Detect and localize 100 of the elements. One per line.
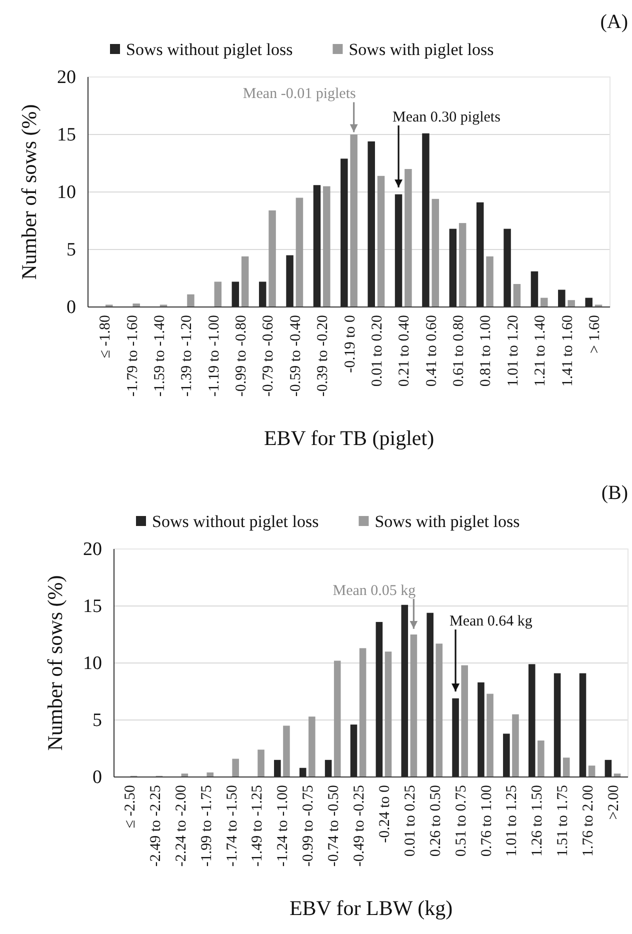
bar (187, 294, 194, 307)
annotation: Mean 0.30 piglets (392, 109, 501, 126)
y-tick-label: 5 (66, 240, 76, 261)
x-tick-label: -0.99 to -0.75 (300, 785, 317, 867)
bar (422, 133, 430, 307)
bar (512, 714, 519, 777)
bar (308, 716, 316, 777)
x-tick-label: 1.76 to 2.00 (580, 785, 597, 857)
x-tick-label: -0.99 to -0.80 (234, 315, 250, 397)
y-tick-label: 10 (57, 182, 76, 204)
bar (368, 141, 375, 307)
bar (513, 284, 521, 307)
x-tick-label: -1.74 to -1.50 (224, 785, 240, 867)
legend-label: Sows with piglet loss (348, 40, 494, 59)
chart-title: (A) (600, 11, 628, 33)
bar (486, 694, 494, 777)
bar (206, 772, 214, 777)
bar (283, 726, 290, 777)
bar (478, 682, 484, 777)
bar (504, 228, 511, 307)
bar (458, 223, 466, 307)
bar (377, 176, 385, 307)
bar (286, 255, 294, 307)
bar (376, 622, 383, 777)
x-tick-label: ≤ -1.80 (98, 315, 114, 358)
annotation: Mean 0.05 kg (332, 582, 416, 599)
bar (530, 271, 538, 307)
bar (449, 228, 457, 307)
bar (540, 298, 548, 307)
y-tick-label: 0 (66, 297, 76, 318)
x-tick-label: -2.24 to -2.00 (173, 785, 190, 867)
legend-label: Sows with piglet loss (374, 512, 520, 531)
bar (558, 290, 566, 307)
x-tick-label: -0.24 to 0 (376, 785, 393, 843)
y-tick-label: 15 (57, 124, 76, 146)
y-axis-title: Number of sows (%) (17, 104, 41, 280)
bar (452, 698, 459, 777)
x-tick-label: 1.41 to 1.60 (560, 315, 576, 387)
x-tick-label: -0.79 to -0.60 (260, 315, 277, 397)
bar (585, 298, 592, 307)
bar (426, 612, 434, 777)
bar (461, 665, 468, 777)
bar (401, 604, 408, 777)
bar (241, 256, 249, 307)
bar (132, 304, 140, 307)
x-tick-label: 0.61 to 0.80 (451, 315, 467, 387)
bar (562, 758, 570, 777)
y-tick-label: 10 (83, 653, 102, 674)
bar (404, 169, 412, 307)
x-axis-title: EBV for LBW (kg) (289, 896, 453, 920)
x-tick-label: -1.99 to -1.75 (198, 785, 215, 867)
y-tick-label: 5 (92, 710, 102, 732)
bar (350, 134, 358, 307)
x-tick-label: 0.21 to 0.40 (396, 315, 413, 387)
x-tick-label: -1.19 to -1.00 (206, 315, 222, 397)
x-tick-label: -1.39 to -1.20 (179, 315, 196, 397)
bar (554, 673, 561, 777)
y-tick-label: 20 (57, 67, 76, 88)
x-tick-label: 0.51 to 0.75 (453, 785, 470, 857)
x-tick-label: -0.59 to -0.40 (288, 315, 304, 397)
bar (410, 634, 418, 777)
legend-label: Sows without piglet loss (152, 512, 319, 531)
x-tick-label: -1.59 to -1.40 (152, 315, 168, 397)
x-tick-label: -1.49 to -1.25 (250, 785, 266, 867)
x-tick-label: -0.39 to -0.20 (315, 315, 332, 397)
bar (323, 186, 330, 307)
bar (384, 652, 392, 777)
bar (334, 660, 341, 777)
bar (588, 766, 596, 777)
bar (324, 760, 332, 777)
y-tick-label: 15 (83, 596, 102, 618)
bar (232, 282, 240, 307)
chart-title: (B) (601, 482, 628, 504)
bar (350, 724, 358, 777)
bar (568, 300, 575, 307)
x-tick-label: 0.26 to 0.50 (428, 785, 444, 857)
bar (604, 760, 612, 777)
x-tick-label: 1.51 to 1.75 (555, 785, 572, 857)
annotation: Mean -0.01 piglets (242, 86, 356, 102)
bar (258, 282, 266, 307)
x-tick-label: -1.79 to -1.60 (124, 315, 141, 397)
x-tick-label: 1.01 to 1.20 (505, 315, 522, 387)
bar (232, 758, 239, 777)
bar (503, 734, 510, 777)
x-tick-label: -1.24 to -1.00 (275, 785, 292, 867)
bar (299, 768, 306, 777)
bar (394, 194, 402, 307)
x-tick-label: -0.74 to -0.50 (326, 785, 342, 867)
legend-label: Sows without piglet loss (126, 40, 293, 59)
bar (340, 158, 348, 307)
x-tick-label: 1.01 to 1.25 (504, 785, 520, 857)
x-tick-label: 0.01 to 0.20 (369, 315, 386, 387)
bar (313, 185, 321, 307)
x-tick-label: 0.81 to 1.00 (478, 315, 494, 387)
bar (296, 198, 304, 307)
bar (486, 256, 494, 307)
x-tick-label: ≤ -2.50 (122, 785, 139, 828)
x-tick-label: > 1.60 (586, 315, 603, 354)
bar (359, 648, 366, 777)
x-tick-label: 0.76 to 1.00 (478, 785, 495, 857)
